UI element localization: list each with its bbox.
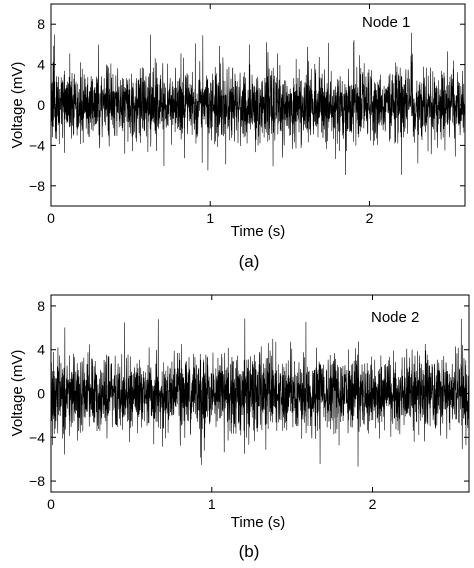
panel-b-signal-trace xyxy=(50,318,470,467)
panel-a-annotation: Node 1 xyxy=(362,14,410,31)
panel-b-y-ticks: −8 −4 0 4 8 xyxy=(29,298,469,489)
panel-a-caption: (a) xyxy=(239,252,260,271)
panel-a-y-axis-label: Voltage (mV) xyxy=(9,62,26,149)
panel-a-noise-path xyxy=(50,32,466,175)
panel-b: −8 −4 0 4 8 0 1 2 Node 2 Voltage (mV) Time (s)… xyxy=(9,294,470,561)
panel-a-x-tick-label: 0 xyxy=(47,210,55,226)
panel-a-x-ticks: 0 1 2 xyxy=(47,4,374,226)
panel-a-y-tick-label: 4 xyxy=(37,57,45,73)
panel-b-caption: (b) xyxy=(239,542,260,561)
panel-b-noise-path xyxy=(50,318,470,467)
panel-b-y-tick-label: −8 xyxy=(29,473,45,489)
panel-a-y-ticks: −8 −4 0 4 8 xyxy=(29,16,465,194)
panel-a-y-tick-label: −4 xyxy=(29,137,45,153)
panel-a-y-tick-label: 0 xyxy=(37,97,45,113)
panel-b-x-ticks: 0 1 2 xyxy=(47,295,377,512)
panel-b-y-axis-label: Voltage (mV) xyxy=(9,350,26,437)
panel-a-x-axis-label: Time (s) xyxy=(231,223,285,240)
panel-a-y-tick-label: −8 xyxy=(29,178,45,194)
panel-b-y-tick-label: 4 xyxy=(37,342,45,358)
panel-a-y-tick-label: 8 xyxy=(37,16,45,32)
panel-a: −8 −4 0 4 8 0 1 2 Node 1 Voltage (mV) Time (s)… xyxy=(9,3,466,271)
panel-a-x-tick-label: 2 xyxy=(366,210,374,226)
panel-b-x-tick-label: 1 xyxy=(208,496,216,512)
panel-b-y-tick-label: −4 xyxy=(29,429,45,445)
panel-b-x-tick-label: 2 xyxy=(369,496,377,512)
panel-a-signal-trace xyxy=(50,32,466,175)
panel-a-x-tick-label: 1 xyxy=(206,210,214,226)
panel-b-y-tick-label: 0 xyxy=(37,386,45,402)
panel-b-annotation: Node 2 xyxy=(371,309,419,326)
panel-b-y-tick-label: 8 xyxy=(37,298,45,314)
panel-b-x-axis-label: Time (s) xyxy=(231,514,285,531)
panel-b-x-tick-label: 0 xyxy=(47,496,55,512)
